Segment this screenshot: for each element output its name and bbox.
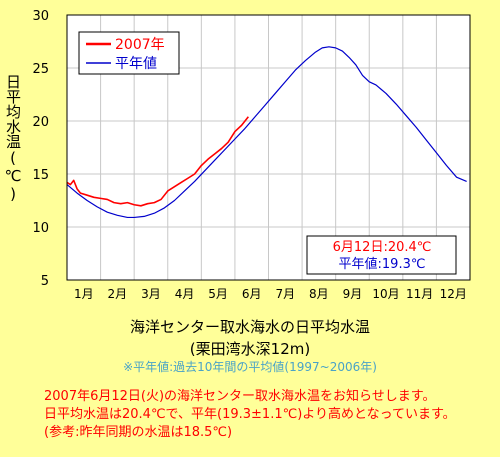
y-tick-label: 20: [32, 115, 49, 130]
y-tick-label: 25: [32, 62, 49, 77]
annotation-normal-value: 平年値:19.3℃: [339, 256, 426, 272]
x-tick-label: 9月: [343, 287, 363, 301]
x-tick-label: 5月: [208, 287, 228, 301]
series-line-normal: [66, 46, 467, 219]
chart-title: 海洋センター取水海水の日平均水温: [129, 318, 370, 336]
legend-label: 平年値: [115, 56, 157, 72]
x-tick-label: 2月: [108, 287, 128, 301]
y-axis-label: 日平均水温(℃): [4, 74, 22, 203]
x-tick-label: 12月: [440, 287, 467, 301]
chart: 5 10 15 20 25 30 1月 2月 3月 4月 5月 6月 7月 8月 9月 10月 11月 12月 20…: [32, 9, 471, 301]
x-tick-label: 10月: [372, 287, 399, 301]
y-tick-label: 10: [32, 221, 49, 236]
x-tick-label: 8月: [309, 287, 329, 301]
info-line-1: 2007年6月12日(火)の海洋センター取水海水温をお知らせします。: [44, 389, 436, 404]
normal-value-note: ※平年値:過去10年間の平均値(1997~2006年): [123, 360, 377, 374]
y-tick-label: 30: [32, 9, 49, 24]
info-line-3: (参考:昨年同期の水温は18.5℃): [44, 425, 233, 440]
x-tick-label: 3月: [141, 287, 161, 301]
legend-label: 2007年: [115, 37, 165, 53]
legend-box: [78, 31, 180, 75]
x-tick-label: 1月: [74, 287, 94, 301]
annotation-box: [306, 235, 457, 275]
x-tick-label: 11月: [406, 287, 433, 301]
info-line-2: 日平均水温は20.4℃で、平年(19.3±1.1℃)より高めとなっています。: [44, 407, 456, 422]
y-tick-label: 5: [41, 274, 49, 289]
y-tick-label: 15: [32, 168, 49, 183]
plot-border: [66, 14, 471, 281]
x-tick-label: 7月: [275, 287, 295, 301]
chart-subtitle: (栗田湾水深12m): [189, 340, 311, 358]
annotation-current-value: 6月12日:20.4℃: [333, 240, 432, 255]
series-line-observed: [66, 116, 249, 207]
x-tick-label: 6月: [242, 287, 262, 301]
x-tick-label: 4月: [175, 287, 195, 301]
